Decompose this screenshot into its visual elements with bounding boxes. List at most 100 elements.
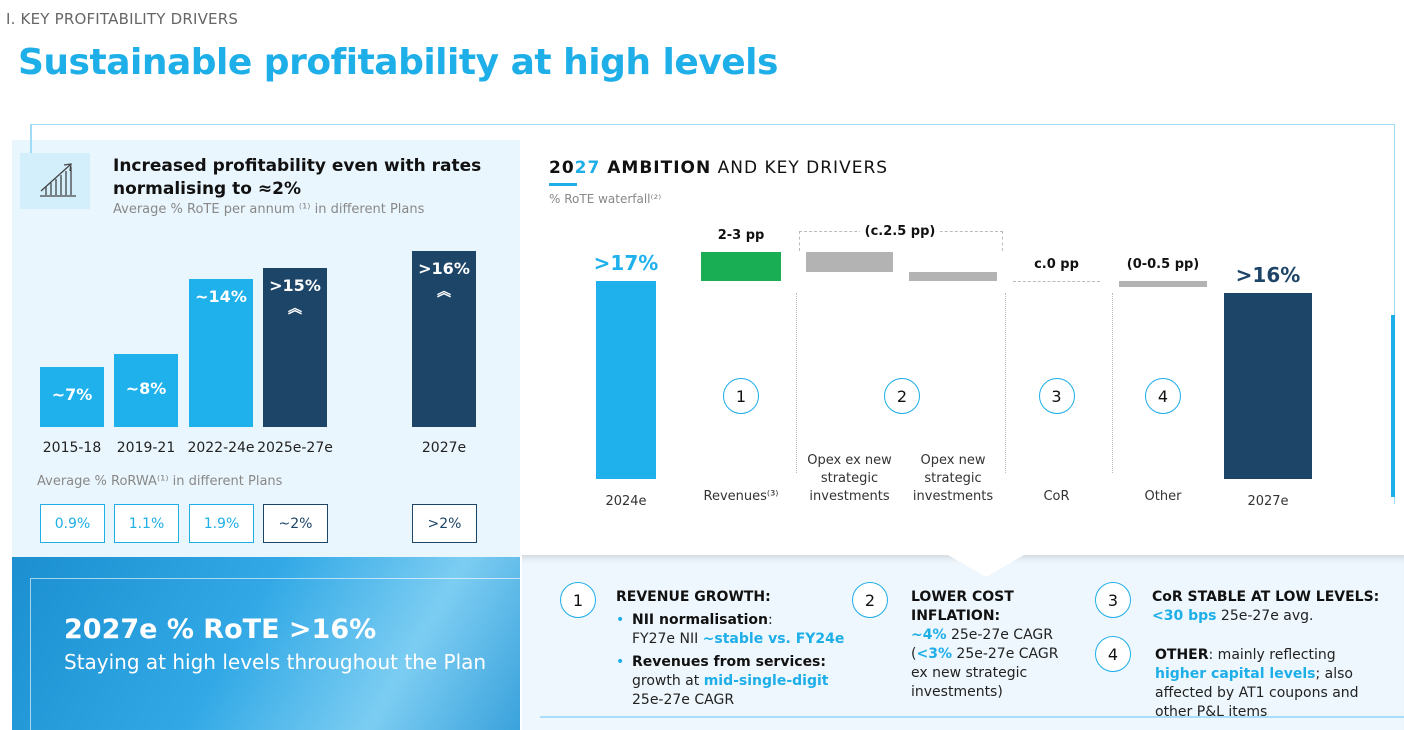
separator (796, 293, 797, 473)
left-subtitle: Average % RoTE per annum ⁽¹⁾ in differen… (113, 202, 425, 217)
banner-image (12, 557, 520, 730)
text: 25e-27e CAGR (951, 646, 1059, 662)
driver-number-badge: 1 (723, 378, 759, 414)
bar-value-label: ~14% (195, 287, 247, 306)
waterfall-bar (806, 251, 893, 272)
heading-underline (549, 183, 577, 186)
section-kicker: I. KEY PROFITABILITY DRIVERS (6, 10, 239, 28)
category-label: 2022-24e (187, 440, 255, 456)
banner-frame (30, 578, 520, 730)
waterfall-subtitle: % RoTE waterfall⁽²⁾ (549, 192, 662, 206)
waterfall-category-label: 2024e (605, 494, 647, 509)
page-title: Sustainable profitability at high levels (18, 42, 778, 83)
text: : mainly reflecting (1208, 647, 1336, 663)
rorwa-box: 1.9% (189, 504, 254, 543)
rote-bar: >15% ︽ (263, 268, 327, 427)
waterfall-bar (1119, 280, 1207, 287)
heading-line: Increased profitability even with rates (113, 156, 482, 176)
driver-number-badge: 3 (1038, 378, 1075, 414)
waterfall-bar (701, 251, 781, 281)
category-label: 2027e (421, 440, 467, 456)
text: ; also affected by AT1 coupons and other… (1155, 666, 1359, 720)
driver-number: 1 (560, 582, 596, 618)
driver-title: REVENUE GROWTH: (616, 589, 771, 605)
waterfall-value-label: (0-0.5 pp) (1126, 256, 1200, 272)
panel-divider (540, 716, 1404, 718)
highlight: ~stable vs. FY24e (702, 631, 845, 647)
text: ex new strategic (911, 665, 1028, 681)
driver-number-badge: 2 (884, 378, 920, 414)
double-chevron-up-icon: ︽ (437, 284, 451, 300)
separator (1005, 293, 1006, 473)
text: FY27e NII (632, 631, 703, 647)
bar-value-label: ~7% (51, 385, 93, 404)
heading-line: normalising to ≈2% (113, 179, 301, 199)
waterfall-category-label: Other (1144, 489, 1182, 504)
heading-part: AND KEY DRIVERS (711, 158, 889, 178)
frame-border (30, 124, 1395, 504)
text: growth at (632, 673, 704, 689)
highlight: higher capital levels (1155, 666, 1316, 682)
waterfall-bar (1224, 292, 1312, 479)
waterfall-category-label: 2027e (1247, 494, 1289, 509)
waterfall-value-label: c.0 pp (1034, 256, 1079, 272)
rorwa-box: ~2% (263, 504, 328, 543)
separator (1112, 293, 1113, 473)
heading-accent: 27 (574, 158, 601, 178)
waterfall-value-label: >17% (593, 250, 659, 275)
category-label: 2019-21 (116, 440, 176, 456)
driver-number: 2 (852, 582, 888, 618)
waterfall-bar (1013, 280, 1100, 282)
waterfall-category-label: Opex ex new strategic investments (807, 453, 892, 504)
driver-title: INFLATION: (911, 608, 1001, 624)
driver-title: CoR STABLE AT LOW LEVELS: (1152, 589, 1380, 605)
driver-number: 4 (1095, 636, 1131, 672)
rote-bar: ~14% (189, 279, 253, 427)
waterfall-bar (909, 271, 997, 281)
text: 25e-27e avg. (1216, 608, 1314, 624)
driver-title: OTHER (1155, 647, 1209, 663)
highlight: ~4% (911, 627, 947, 643)
bar-value-label: >15% (269, 276, 321, 295)
rote-bar: ~8% (114, 354, 178, 427)
text: ( (911, 646, 917, 662)
waterfall-value-label: 2-3 pp (717, 227, 765, 243)
category-label: 2015-18 (42, 440, 102, 456)
driver-revenue: REVENUE GROWTH: NII normalisation: FY27e … (616, 588, 846, 710)
double-chevron-up-icon: ︽ (288, 301, 302, 317)
left-heading: Increased profitability even with rates n… (113, 155, 481, 201)
panel-notch (948, 555, 1024, 577)
waterfall-value-label: >16% (1235, 262, 1301, 287)
accent-bar (1391, 315, 1395, 497)
heading-part: AMBITION (600, 158, 712, 178)
text: investments) (911, 684, 1003, 700)
waterfall-category-label: Revenues⁽³⁾ (703, 489, 779, 504)
rorwa-box: 0.9% (40, 504, 105, 543)
heading-part: 20 (549, 158, 575, 178)
text: 25e-27e CAGR (632, 692, 735, 708)
banner-subtitle: Staying at high levels throughout the Pl… (64, 650, 487, 674)
rorwa-box: 1.1% (114, 504, 179, 543)
rote-bar: >16% ︽ (412, 251, 476, 427)
highlight: <3% (916, 646, 952, 662)
driver-cost: LOWER COST INFLATION: ~4% 25e-27e CAGR (<… (911, 588, 1081, 702)
text: Revenues from services: (632, 654, 826, 670)
driver-cor: CoR STABLE AT LOW LEVELS: <30 bps 25e-27e… (1152, 588, 1392, 626)
category-label: 2025e-27e (257, 440, 333, 456)
bar-value-label: >16% (418, 259, 470, 278)
highlight: mid-single-digit (703, 673, 829, 689)
driver-other: OTHER: mainly reflecting higher capital … (1155, 646, 1385, 722)
driver-number-badge: 4 (1145, 378, 1181, 414)
driver-number: 3 (1095, 582, 1131, 618)
driver-title: LOWER COST (911, 589, 1014, 605)
bar-value-label: ~8% (125, 378, 167, 398)
text: : (768, 612, 773, 628)
text: NII normalisation (632, 612, 768, 628)
right-heading: 2027 AMBITION AND KEY DRIVERS (549, 158, 888, 178)
highlight: <30 bps (1152, 608, 1217, 624)
rorwa-box: >2% (412, 504, 477, 543)
waterfall-category-label: Opex new strategic investments (912, 453, 994, 504)
rote-bar: ~7% (40, 367, 104, 427)
waterfall-bar (596, 280, 656, 479)
banner-title: 2027e % RoTE >16% (64, 614, 377, 645)
